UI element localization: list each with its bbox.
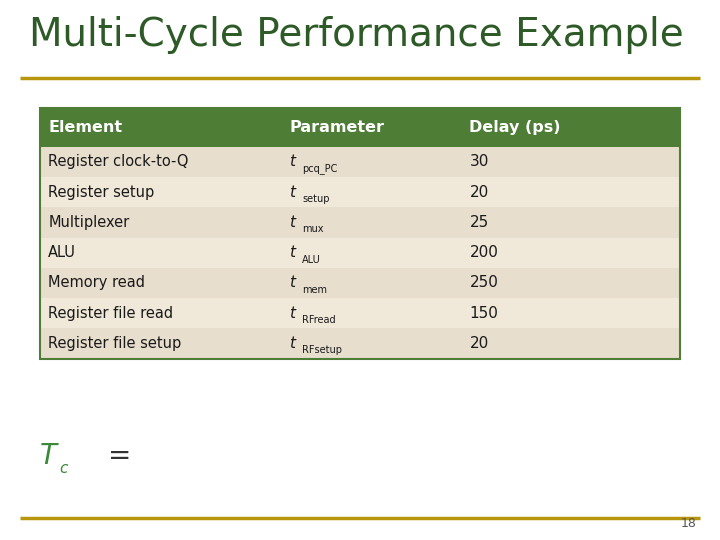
Text: t: t	[289, 154, 295, 170]
Text: Register file setup: Register file setup	[48, 336, 181, 351]
Text: t: t	[289, 185, 295, 200]
Text: c: c	[60, 461, 68, 476]
Text: Register clock-to-Q: Register clock-to-Q	[48, 154, 189, 170]
Text: Multi-Cycle Performance Example: Multi-Cycle Performance Example	[29, 16, 683, 54]
Text: Register setup: Register setup	[48, 185, 155, 200]
Text: mux: mux	[302, 225, 324, 234]
Text: T: T	[40, 442, 57, 470]
Text: ALU: ALU	[302, 255, 321, 265]
Bar	[40, 238, 680, 268]
Text: Multiplexer: Multiplexer	[48, 215, 130, 230]
Bar	[40, 328, 680, 359]
Text: Parameter: Parameter	[289, 120, 384, 135]
Bar	[40, 147, 680, 177]
Text: 25: 25	[469, 215, 489, 230]
Text: t: t	[289, 215, 295, 230]
Text: Delay (ps): Delay (ps)	[469, 120, 561, 135]
Text: 18: 18	[681, 517, 697, 530]
Text: Register file read: Register file read	[48, 306, 174, 321]
Text: pcq_PC: pcq_PC	[302, 164, 338, 174]
Text: 30: 30	[469, 154, 489, 170]
Text: ALU: ALU	[48, 245, 76, 260]
Text: t: t	[289, 275, 295, 291]
Text: Memory read: Memory read	[48, 275, 145, 291]
Text: RFsetup: RFsetup	[302, 346, 343, 355]
Text: t: t	[289, 336, 295, 351]
Text: t: t	[289, 306, 295, 321]
Text: mem: mem	[302, 285, 328, 295]
Text: 150: 150	[469, 306, 498, 321]
Text: 20: 20	[469, 336, 489, 351]
Text: 250: 250	[469, 275, 498, 291]
Text: 200: 200	[469, 245, 498, 260]
Text: setup: setup	[302, 194, 330, 204]
Bar	[40, 177, 680, 207]
Text: t: t	[289, 245, 295, 260]
Bar	[40, 108, 680, 147]
Text: =: =	[108, 442, 131, 470]
Bar	[40, 108, 680, 359]
Text: 20: 20	[469, 185, 489, 200]
Bar	[40, 268, 680, 298]
Bar	[40, 298, 680, 328]
Text: Element: Element	[48, 120, 122, 135]
Bar	[40, 207, 680, 238]
Text: RFread: RFread	[302, 315, 336, 325]
